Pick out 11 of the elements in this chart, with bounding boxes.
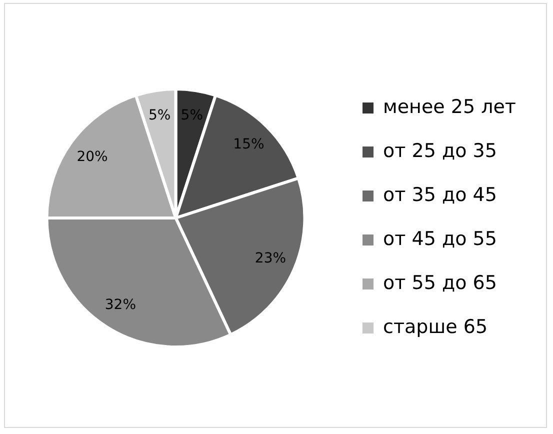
legend-label: от 35 до 45 bbox=[383, 184, 497, 206]
legend-label: старше 65 bbox=[383, 316, 488, 338]
legend-label: от 55 до 65 bbox=[383, 272, 497, 294]
legend-label: от 25 до 35 bbox=[383, 140, 497, 162]
data-label: 32% bbox=[104, 296, 136, 313]
data-label: 5% bbox=[148, 108, 171, 124]
data-label: 20% bbox=[76, 148, 108, 165]
legend-label: менее 25 лет bbox=[383, 96, 516, 118]
legend-label: от 45 до 55 bbox=[383, 228, 497, 250]
data-label: 15% bbox=[233, 136, 264, 153]
data-label: 23% bbox=[254, 250, 286, 267]
